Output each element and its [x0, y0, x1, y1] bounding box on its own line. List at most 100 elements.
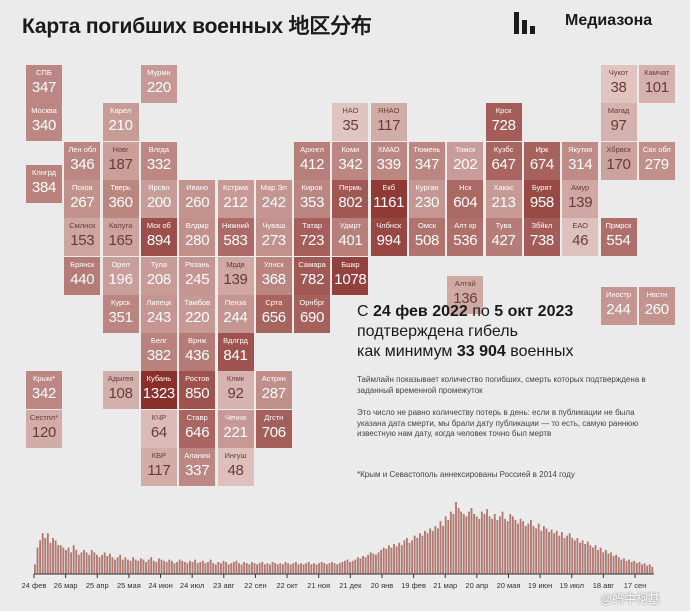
region-name: Ставр: [186, 412, 208, 422]
region-tile: Мск об 894: [140, 218, 177, 257]
region-value: 994: [376, 232, 401, 250]
region-name: Москва: [31, 106, 57, 116]
total-deaths: 33 904: [456, 343, 506, 360]
region-value: 347: [414, 155, 440, 173]
region-name: Курган: [415, 182, 439, 192]
region-value: 351: [108, 308, 133, 326]
region-tile: Москва 340: [26, 103, 62, 142]
timeline-bar: [101, 554, 104, 574]
region-name: Сах обл: [642, 144, 671, 154]
region-value: 101: [644, 79, 669, 96]
timeline-bar: [34, 564, 36, 574]
region-value: 245: [185, 270, 210, 288]
note-method: Это число не равно количеству потерь в д…: [357, 408, 639, 438]
timeline-bar: [232, 562, 235, 574]
timeline-bar: [108, 553, 111, 574]
region-name: ЕАО: [572, 221, 589, 231]
region-value: 656: [261, 308, 286, 326]
region-tile: Сестпл* 120: [26, 409, 62, 448]
region-tile: СПБ 347: [26, 65, 62, 103]
region-tile: Ростов 850: [179, 371, 216, 410]
region-name: Срта: [265, 297, 283, 307]
region-value: 536: [453, 232, 478, 250]
timeline-bar: [93, 552, 96, 574]
timeline-bar: [325, 564, 328, 574]
timeline-bar: [57, 545, 60, 574]
timeline-bar: [519, 518, 522, 574]
region-value: 230: [414, 193, 440, 211]
timeline-bar: [106, 556, 109, 574]
timeline-bar: [201, 560, 204, 574]
timeline-bar: [240, 564, 243, 574]
region-value: 342: [31, 385, 57, 403]
region-value: 368: [261, 270, 286, 288]
timeline-tick-label: 21 мар: [433, 581, 457, 590]
timeline-bar: [460, 511, 463, 574]
region-name: Удмрт: [339, 221, 361, 231]
region-tile: Прмрск 554: [600, 218, 637, 257]
timeline-bar: [362, 556, 364, 574]
timeline-bar: [369, 552, 372, 574]
region-tile: Дгстн 706: [255, 409, 292, 448]
timeline-bar: [465, 516, 468, 574]
timeline-bar: [568, 533, 571, 574]
timeline-bar: [390, 547, 393, 574]
note-crimea: *Крым и Севастополь аннексированы Россие…: [357, 470, 575, 479]
timeline-bar: [486, 509, 488, 574]
timeline-tick-label: 19 июн: [528, 581, 552, 590]
timeline-tick-label: 20 апр: [465, 581, 488, 590]
region-value: 64: [150, 423, 167, 441]
timeline-tick-label: 19 фев: [401, 581, 426, 590]
timeline-bar: [344, 560, 346, 574]
timeline-bar: [132, 557, 135, 574]
timeline-tick-label: 22 сен: [244, 581, 267, 590]
region-tile: Чечня 221: [217, 409, 254, 448]
region-tile: Псков 267: [64, 179, 101, 218]
timeline-bar: [411, 540, 414, 574]
timeline-bar: [297, 564, 300, 574]
timeline-bar: [356, 557, 359, 574]
region-name: Тюмень: [413, 144, 441, 154]
timeline-bar: [121, 559, 124, 574]
region-value: 117: [377, 117, 401, 135]
timeline-bar: [220, 563, 222, 574]
region-value: 208: [146, 270, 171, 288]
region-value: 153: [70, 232, 95, 250]
timeline-bar: [522, 521, 525, 574]
region-value: 674: [529, 155, 554, 173]
region-tile: Ирк 674: [523, 141, 560, 180]
region-name: Врнж: [188, 336, 207, 346]
timeline-bar: [421, 535, 424, 574]
region-name: Алтай: [454, 278, 476, 288]
timeline-bar: [139, 558, 142, 574]
region-value: 412: [300, 155, 325, 173]
timeline-bar: [527, 523, 530, 574]
region-name: Дгстн: [264, 412, 284, 422]
timeline-bar: [576, 538, 579, 574]
region-name: Ивано: [186, 182, 209, 192]
region-tile: Амур 139: [562, 179, 599, 218]
timeline-bar: [338, 563, 341, 574]
region-name: Брянск: [70, 259, 95, 269]
timeline-bar: [191, 562, 194, 574]
timeline-bar: [98, 557, 101, 574]
timeline-bar: [367, 554, 370, 574]
timeline-bar: [253, 563, 256, 574]
timeline-bar: [424, 530, 426, 574]
region-value: 165: [108, 232, 133, 250]
region-name: Ирк: [535, 144, 549, 154]
region-tile: Самара 782: [294, 256, 331, 295]
timeline-bar: [377, 552, 380, 574]
timeline-bar: [173, 563, 176, 574]
region-value: 723: [300, 232, 325, 250]
region-tile: Иностр 244: [600, 287, 637, 326]
timeline-bar: [400, 545, 403, 574]
timeline-bar: [437, 528, 439, 574]
brand-name: Медиазона: [565, 12, 653, 29]
region-value: 213: [491, 193, 516, 211]
timeline-bar: [509, 514, 512, 574]
region-name: Кстрма: [222, 182, 249, 192]
timeline-bar: [302, 564, 305, 574]
timeline-bar: [256, 564, 259, 574]
region-value: 340: [31, 117, 57, 135]
